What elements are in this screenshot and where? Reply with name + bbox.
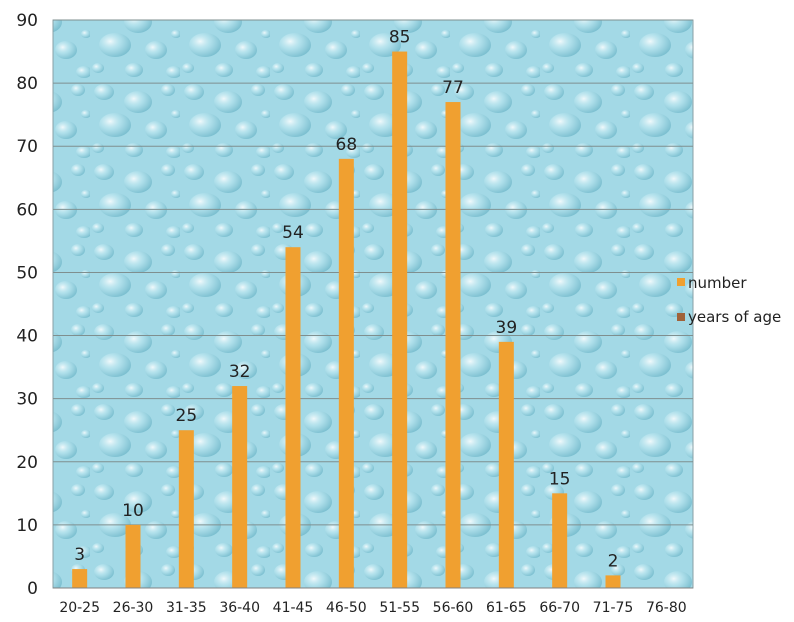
data-label: 77 [442, 78, 464, 98]
bar[interactable] [605, 575, 621, 588]
data-label: 32 [229, 362, 251, 382]
y-tick-label: 70 [16, 137, 38, 157]
legend-swatch-years-of-age [677, 313, 685, 321]
y-tick-label: 40 [16, 327, 38, 347]
y-axis-tick-labels: 0 10 20 30 40 50 60 70 80 90 [16, 11, 38, 599]
x-tick-label: 41-45 [273, 600, 314, 616]
plot-area-background [53, 20, 693, 588]
bar[interactable] [445, 102, 461, 589]
y-tick-label: 80 [16, 74, 38, 94]
y-tick-label: 30 [16, 390, 38, 410]
legend[interactable]: number years of age [677, 274, 781, 326]
data-label: 15 [549, 469, 571, 489]
data-label: 2 [608, 551, 619, 571]
legend-item-number[interactable]: number [677, 274, 747, 292]
x-tick-label: 36-40 [219, 600, 260, 616]
bar[interactable] [338, 158, 354, 588]
y-tick-label: 50 [16, 263, 38, 283]
data-label: 10 [122, 501, 144, 521]
x-tick-label: 20-25 [59, 600, 100, 616]
y-tick-label: 60 [16, 200, 38, 220]
y-tick-label: 10 [16, 516, 38, 536]
data-label: 68 [336, 135, 358, 155]
y-tick-label: 0 [27, 579, 38, 599]
x-tick-label: 76-80 [646, 600, 687, 616]
x-axis-tick-labels: 20-25 26-30 31-35 36-40 41-45 46-50 51-55 56-60… [59, 600, 686, 616]
bar[interactable] [285, 247, 301, 588]
x-tick-label: 26-30 [113, 600, 154, 616]
bar[interactable] [498, 341, 514, 588]
y-tick-label: 90 [16, 11, 38, 31]
legend-label-number: number [688, 274, 747, 292]
data-label: 85 [389, 28, 411, 48]
legend-label-years-of-age: years of age [688, 308, 781, 326]
x-tick-label: 51-55 [379, 600, 420, 616]
y-tick-label: 20 [16, 453, 38, 473]
legend-swatch-number [677, 278, 685, 286]
data-label: 25 [176, 406, 198, 426]
bar[interactable] [72, 569, 88, 588]
x-tick-label: 66-70 [539, 600, 580, 616]
data-label: 3 [74, 545, 85, 565]
bars-number-series [72, 51, 621, 589]
data-label: 54 [282, 223, 304, 243]
x-tick-label: 56-60 [433, 600, 474, 616]
bar[interactable] [178, 430, 194, 588]
bar[interactable] [552, 493, 568, 588]
gridlines [53, 19, 693, 526]
legend-item-years-of-age[interactable]: years of age [677, 308, 781, 326]
bar[interactable] [392, 51, 408, 589]
x-tick-label: 46-50 [326, 600, 367, 616]
x-tick-label: 61-65 [486, 600, 527, 616]
data-label: 39 [496, 318, 518, 338]
data-labels: 3 10 25 32 54 68 85 77 39 15 2 [74, 28, 618, 572]
x-tick-label: 71-75 [593, 600, 634, 616]
bar[interactable] [232, 386, 248, 588]
x-tick-label: 31-35 [166, 600, 207, 616]
bar[interactable] [125, 524, 141, 588]
